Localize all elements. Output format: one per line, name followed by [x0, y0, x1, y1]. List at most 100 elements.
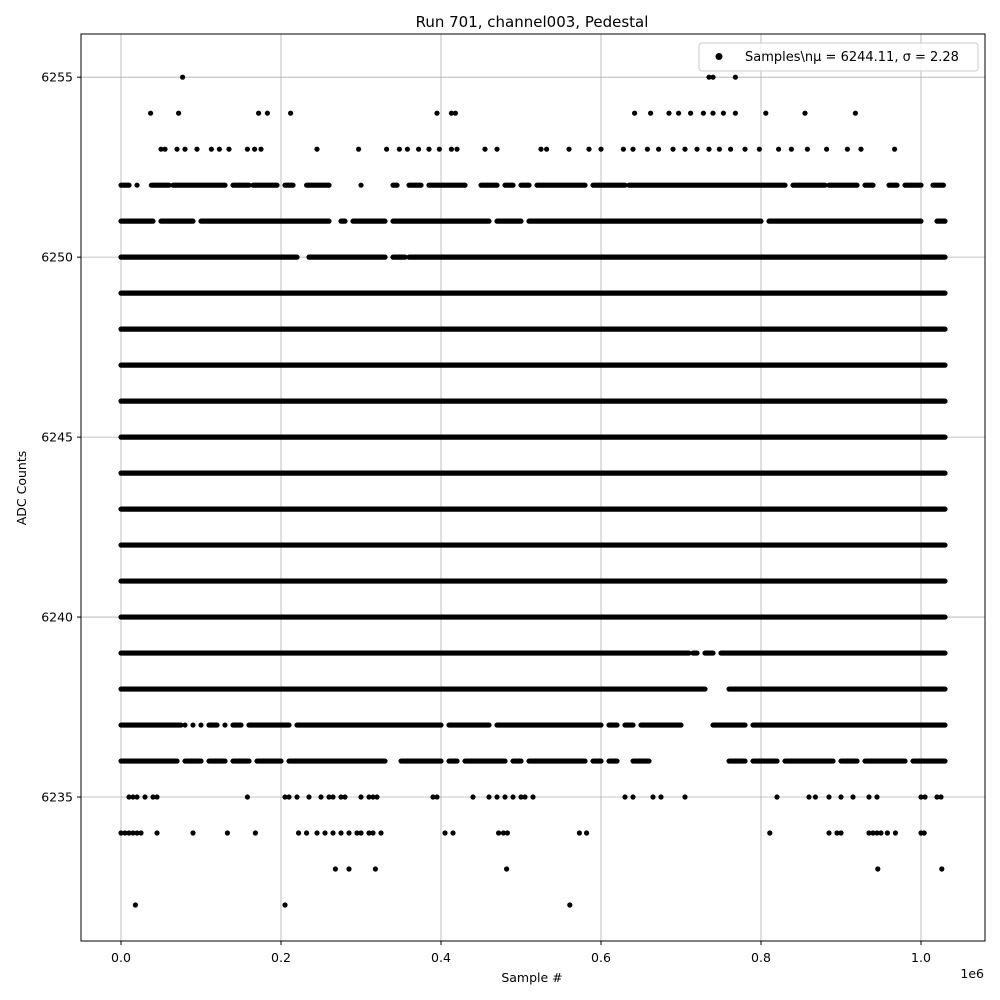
data-point	[482, 146, 488, 152]
legend-box	[698, 42, 979, 72]
data-point	[892, 146, 898, 152]
data-point	[134, 794, 140, 800]
x-axis-title: Sample #	[501, 970, 562, 985]
data-point	[384, 146, 390, 152]
data-point	[834, 830, 840, 836]
data-point	[374, 794, 380, 800]
data-point	[126, 794, 132, 800]
data-point	[878, 830, 884, 836]
data-point	[622, 794, 628, 800]
data-point	[346, 866, 352, 872]
data-point	[788, 146, 795, 152]
data-point	[330, 794, 336, 800]
data-point	[452, 110, 458, 116]
data-point	[450, 830, 456, 836]
data-point	[158, 146, 164, 152]
data-point	[824, 146, 830, 152]
data-point	[544, 146, 550, 152]
data-point	[118, 830, 124, 836]
plot-frame	[80, 33, 986, 942]
data-point	[190, 830, 196, 836]
data-point	[322, 830, 328, 836]
data-point	[874, 794, 880, 800]
data-point	[224, 830, 230, 836]
data-point	[258, 146, 264, 152]
data-point	[892, 830, 899, 836]
data-point	[874, 830, 880, 836]
data-point	[826, 794, 832, 800]
data-point	[314, 830, 320, 836]
data-point	[372, 866, 378, 872]
data-point	[850, 794, 856, 800]
data-point	[866, 794, 872, 800]
data-point	[666, 110, 672, 116]
data-point	[921, 830, 927, 836]
data-point	[130, 794, 136, 800]
y-axis-title: ADC Counts	[14, 451, 29, 526]
data-point	[378, 830, 384, 836]
data-point	[732, 110, 739, 116]
data-point	[939, 866, 945, 872]
data-point	[918, 794, 924, 800]
data-point	[494, 146, 500, 152]
data-point	[346, 830, 352, 836]
data-point	[486, 794, 492, 800]
data-point	[804, 146, 811, 152]
data-point	[326, 794, 332, 800]
data-point	[838, 830, 844, 836]
data-point	[356, 146, 362, 152]
data-point	[454, 146, 460, 152]
data-point	[934, 794, 940, 800]
data-point	[338, 794, 344, 800]
data-point	[430, 794, 436, 800]
data-point	[426, 146, 432, 152]
data-point	[688, 110, 694, 116]
data-point	[358, 182, 364, 188]
data-point	[866, 830, 872, 836]
data-point	[518, 794, 524, 800]
data-point	[358, 830, 364, 836]
data-point	[470, 794, 476, 800]
data-point	[366, 794, 372, 800]
data-point	[252, 830, 258, 836]
data-point	[566, 146, 572, 152]
legend: Samples\nμ = 6244.11, σ = 2.28	[698, 42, 979, 72]
data-point	[126, 830, 132, 836]
axis-ticks: 0.0 0.2 0.4 0.6 0.8 1.0 6235 6240 6245 6250 6255	[41, 70, 931, 965]
data-point	[264, 110, 270, 116]
data-point	[182, 722, 188, 728]
data-point	[586, 146, 592, 152]
data-point	[256, 110, 262, 116]
data-point	[630, 794, 636, 800]
data-point	[500, 830, 506, 836]
data-point	[306, 794, 312, 800]
data-point	[216, 146, 222, 152]
data-point	[732, 74, 739, 80]
data-point	[676, 110, 682, 116]
data-point	[304, 830, 310, 836]
data-point	[648, 110, 654, 116]
x-tick-label: 0.6	[591, 950, 611, 965]
data-point	[774, 794, 780, 800]
data-point	[148, 110, 154, 116]
data-point	[122, 830, 128, 836]
data-point	[826, 830, 832, 836]
data-point	[162, 146, 168, 152]
data-point	[194, 146, 200, 152]
legend-label: Samples\nμ = 6244.11, σ = 2.28	[745, 50, 959, 65]
data-point	[644, 146, 651, 152]
data-point	[282, 794, 288, 800]
chart-title: Run 701, channel003, Pedestal	[416, 13, 649, 31]
data-point	[416, 146, 422, 152]
data-point	[190, 722, 196, 728]
data-point	[226, 146, 232, 152]
data-point	[138, 830, 144, 836]
data-point	[448, 146, 454, 152]
data-point	[522, 794, 528, 800]
data-point	[650, 794, 656, 800]
data-point	[338, 830, 344, 836]
data-point	[620, 146, 627, 152]
x-tick-label: 1.0	[911, 950, 931, 965]
data-point	[318, 794, 324, 800]
